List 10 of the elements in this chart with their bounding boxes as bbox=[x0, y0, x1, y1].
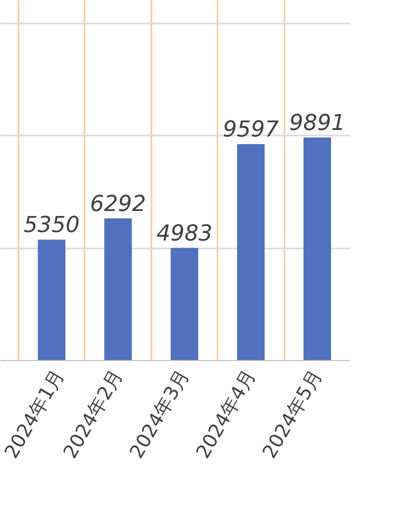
bar bbox=[304, 137, 332, 360]
data-label: 5350 bbox=[24, 213, 80, 238]
bar bbox=[104, 218, 132, 360]
bar bbox=[38, 240, 66, 360]
data-label: 6292 bbox=[90, 192, 146, 217]
data-label: 4983 bbox=[156, 221, 212, 246]
bar bbox=[170, 248, 198, 360]
bar bbox=[237, 144, 265, 360]
data-label: 9597 bbox=[222, 118, 279, 143]
data-label: 9891 bbox=[289, 110, 346, 136]
